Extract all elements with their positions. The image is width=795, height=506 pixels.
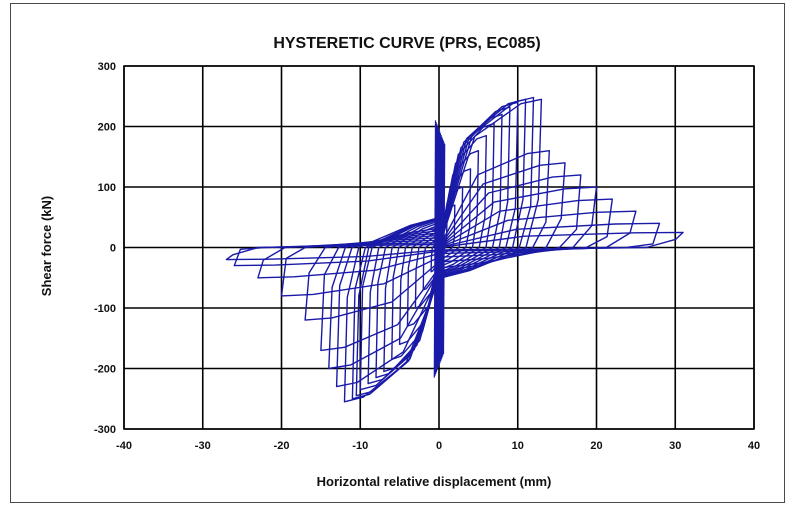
hysteretic-chart: HYSTERETIC CURVE (PRS, EC085) -40 -30 -20 -… [39, 35, 760, 489]
y-tick-label: -200 [94, 364, 116, 376]
x-tick-label: 0 [436, 440, 442, 452]
plot-area-border [123, 65, 755, 430]
y-tick-label: 0 [110, 243, 116, 255]
x-tick-label: -40 [116, 440, 132, 452]
y-tick-label: 200 [98, 122, 116, 134]
y-tick-label: -100 [94, 303, 116, 315]
hysteresis-loop [225, 231, 684, 261]
hysteresis-loop [328, 162, 566, 370]
x-tick-label: -20 [274, 440, 290, 452]
x-tick-label: 30 [669, 440, 681, 452]
x-axis-label: Horizontal relative displacement (mm) [317, 474, 552, 489]
hysteresis-loop [351, 96, 535, 400]
hysteresis-loop [343, 98, 543, 403]
y-axis-label: Shear force (kN) [39, 196, 54, 296]
x-tick-label: 10 [512, 440, 524, 452]
y-tick-label: 300 [98, 61, 116, 73]
y-tick-label: -300 [94, 424, 116, 436]
x-tick-label: -30 [195, 440, 211, 452]
x-tick-label: 20 [590, 440, 602, 452]
hysteresis-core-band [433, 120, 446, 378]
hysteresis-loop [406, 168, 472, 327]
x-tick-label: 40 [748, 440, 760, 452]
hysteresis-series [225, 96, 684, 403]
x-tick-label: -10 [352, 440, 368, 452]
y-tick-label: 100 [98, 182, 116, 194]
chart-frame: HYSTERETIC CURVE (PRS, EC085) -40 -30 -20 -… [10, 3, 785, 503]
chart-title: HYSTERETIC CURVE (PRS, EC085) [273, 35, 540, 52]
tick-labels: -40 -30 -20 -10 0 10 20 30 403002001000-100-200-… [94, 61, 760, 452]
